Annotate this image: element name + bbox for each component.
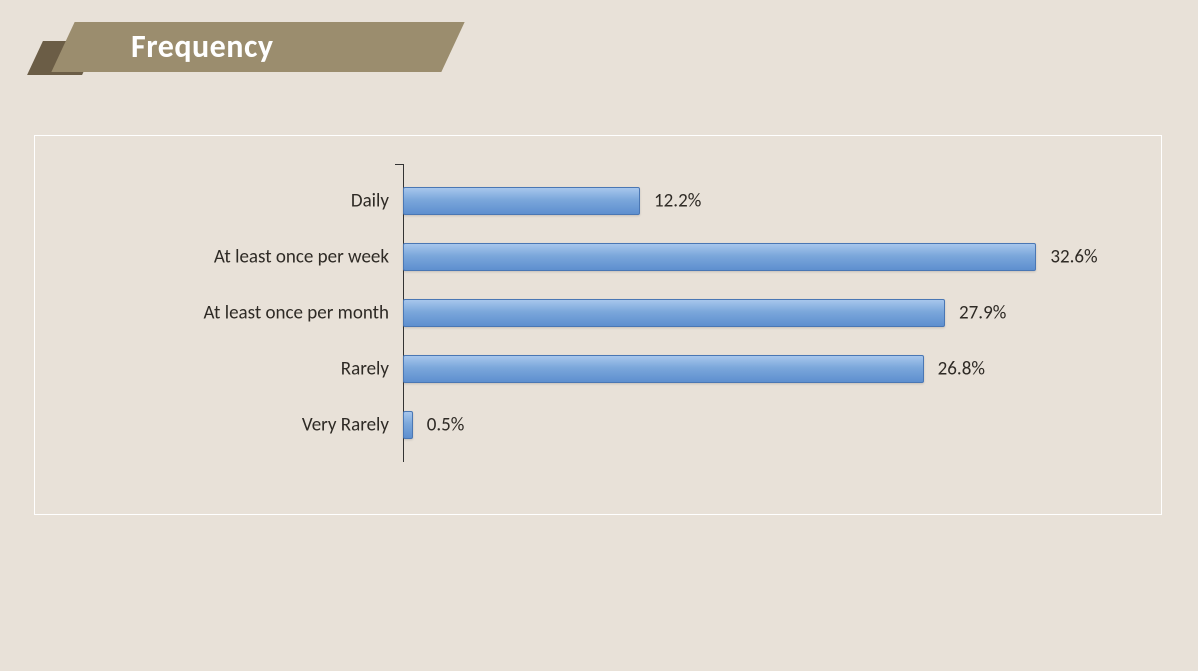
bar-chart: Daily12.2%At least once per week32.6%At … (43, 144, 1153, 506)
category-label: At least once per month (204, 302, 389, 325)
value-label: 26.8% (938, 358, 985, 381)
page-title: Frequency (63, 22, 453, 72)
bar-row: Very Rarely 0.5% (43, 400, 1153, 450)
value-label: 27.9% (959, 302, 1006, 325)
bar (403, 299, 945, 327)
category-label: Rarely (341, 358, 389, 381)
category-label: Daily (351, 190, 389, 213)
bar-row: At least once per month 27.9% (43, 288, 1153, 338)
bar (403, 411, 413, 439)
chart-panel: Daily12.2%At least once per week32.6%At … (34, 135, 1162, 515)
value-label: 0.5% (427, 414, 465, 437)
bar (403, 355, 924, 383)
bar-row: Rarely 26.8% (43, 344, 1153, 394)
title-banner: Frequency (35, 22, 455, 78)
category-label: At least once per week (214, 246, 389, 269)
bar-row: At least once per week 32.6% (43, 232, 1153, 282)
value-label: 12.2% (654, 190, 701, 213)
bar (403, 187, 640, 215)
bar-row: Daily 12.2% (43, 176, 1153, 226)
axis-tick (395, 164, 403, 165)
bar (403, 243, 1036, 271)
category-label: Very Rarely (302, 414, 389, 437)
value-label: 32.6% (1050, 246, 1097, 269)
